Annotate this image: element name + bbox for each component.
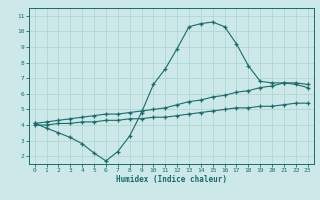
X-axis label: Humidex (Indice chaleur): Humidex (Indice chaleur) [116,175,227,184]
